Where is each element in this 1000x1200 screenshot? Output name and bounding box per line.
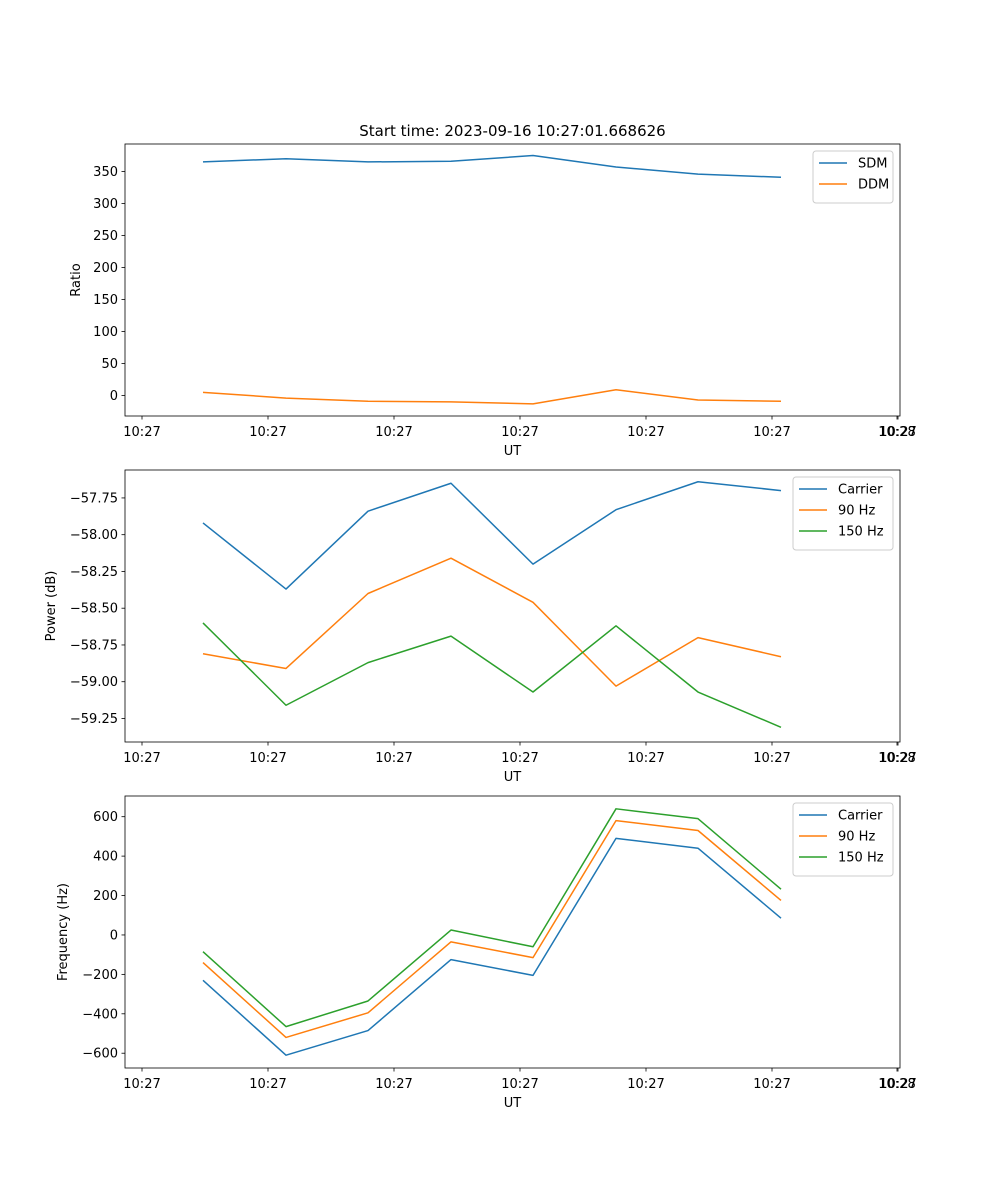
series-line-150-hz	[202, 808, 782, 1028]
x-tick-label: 10:27	[249, 751, 286, 766]
chart-title: Start time: 2023-09-16 10:27:01.668626	[359, 122, 665, 140]
y-tick-label: −59.00	[70, 675, 118, 690]
series-line-90-hz	[202, 819, 782, 1039]
x-tick-label: 10:28	[878, 1077, 915, 1092]
y-tick-label: 350	[93, 165, 118, 180]
y-tick-label: 600	[93, 810, 118, 825]
axes-frame	[124, 469, 901, 743]
legend-label: DDM	[858, 178, 889, 193]
x-tick-label: 10:27	[123, 1077, 160, 1092]
legend-box	[812, 150, 894, 204]
y-tick-label: −59.25	[70, 712, 118, 727]
x-tick-label: 10:27	[375, 751, 412, 766]
x-tick-label: 10:27	[627, 751, 664, 766]
legend: Carrier 90 Hz 150 Hz	[792, 476, 894, 551]
y-tick-label: −58.50	[70, 602, 118, 617]
y-axis-label: Ratio	[69, 263, 84, 296]
chart-panel-2: 10:27 10:27 10:27 10:27 10:27 10:27 10:2710:28…	[44, 469, 917, 785]
axes-frame	[124, 143, 901, 417]
legend: Carrier 90 Hz 150 Hz	[792, 802, 894, 877]
y-tick-label: 250	[93, 229, 118, 244]
legend-label: SDM	[858, 157, 887, 172]
series-line-90-hz	[202, 557, 782, 687]
axes-frame	[124, 795, 901, 1069]
x-tick-label: 10:27	[627, 425, 664, 440]
y-tick-label: −57.75	[70, 491, 118, 506]
x-tick-label: 10:27	[501, 1077, 538, 1092]
series-line-150-hz	[202, 622, 782, 728]
y-axis-label: Frequency (Hz)	[56, 883, 71, 981]
legend-label: 90 Hz	[838, 830, 875, 845]
y-axis-label: Power (dB)	[44, 571, 59, 642]
y-tick-label: 0	[110, 928, 118, 943]
series-line-sdm	[202, 154, 782, 179]
x-tick-label: 10:27	[249, 1077, 286, 1092]
x-tick-label: 10:28	[878, 425, 915, 440]
y-tick-label: −200	[82, 968, 118, 983]
legend-label: 90 Hz	[838, 504, 875, 519]
legend-label: 150 Hz	[838, 525, 884, 540]
x-tick-label: 10:27	[879, 425, 916, 440]
x-tick-label: 10:27	[753, 1077, 790, 1092]
x-tick-label: 10:27	[501, 751, 538, 766]
legend: SDM DDM	[812, 150, 894, 204]
x-tick-label: 10:27	[879, 751, 916, 766]
y-tick-label: 200	[93, 889, 118, 904]
y-tick-label: 0	[110, 389, 118, 404]
y-tick-label: 100	[93, 325, 118, 340]
legend-label: Carrier	[838, 483, 883, 498]
x-tick-label: 10:27	[879, 1077, 916, 1092]
x-tick-label: 10:27	[501, 425, 538, 440]
y-tick-label: 400	[93, 850, 118, 865]
y-tick-label: 200	[93, 261, 118, 276]
x-axis-label: UT	[504, 1096, 522, 1111]
x-tick-label: 10:27	[627, 1077, 664, 1092]
y-tick-label: 150	[93, 293, 118, 308]
x-tick-label: 10:27	[375, 425, 412, 440]
x-tick-label: 10:27	[249, 425, 286, 440]
x-tick-label: 10:28	[878, 751, 915, 766]
y-tick-label: −400	[82, 1007, 118, 1022]
series-line-ddm	[202, 389, 782, 405]
x-tick-label: 10:27	[123, 425, 160, 440]
y-tick-label: −58.00	[70, 528, 118, 543]
x-axis-label: UT	[504, 444, 522, 459]
legend-label: 150 Hz	[838, 851, 884, 866]
x-tick-label: 10:27	[375, 1077, 412, 1092]
series-line-carrier	[202, 837, 782, 1056]
y-tick-label: −58.75	[70, 638, 118, 653]
chart-panel-1: 10:27 10:27 10:27 10:27 10:27 10:27 10:2710:28…	[69, 122, 917, 459]
y-tick-label: −600	[82, 1047, 118, 1062]
x-tick-label: 10:27	[753, 425, 790, 440]
x-axis-label: UT	[504, 770, 522, 785]
y-tick-label: 300	[93, 197, 118, 212]
series-line-carrier	[202, 481, 782, 590]
chart-panel-3: 10:27 10:27 10:27 10:27 10:27 10:27 10:2710:28…	[56, 795, 917, 1111]
x-tick-label: 10:27	[123, 751, 160, 766]
y-tick-label: 50	[101, 357, 118, 372]
x-tick-label: 10:27	[753, 751, 790, 766]
y-tick-label: −58.25	[70, 565, 118, 580]
legend-label: Carrier	[838, 809, 883, 824]
